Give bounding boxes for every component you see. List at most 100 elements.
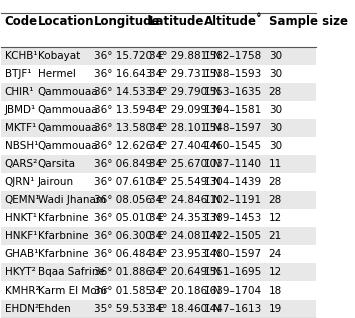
Text: Kfarbnine: Kfarbnine: [38, 249, 88, 259]
Bar: [1, 119, 316, 137]
Text: Longitude: Longitude: [94, 15, 161, 28]
Text: BTJF¹: BTJF¹: [5, 69, 31, 79]
Text: 1389–1453: 1389–1453: [204, 213, 262, 223]
Text: 36° 16.643′ E: 36° 16.643′ E: [94, 69, 164, 79]
Text: 1480–1597: 1480–1597: [204, 249, 262, 259]
Text: 1394–1581: 1394–1581: [204, 105, 262, 115]
Text: Bqaa Safrine: Bqaa Safrine: [38, 267, 104, 277]
Text: 34° 20.186′ N: 34° 20.186′ N: [149, 286, 221, 295]
Text: 1460–1545: 1460–1545: [204, 141, 262, 151]
Text: 34° 25.670′ N: 34° 25.670′ N: [149, 159, 221, 169]
Text: 30: 30: [269, 123, 282, 133]
Text: 1304–1439: 1304–1439: [204, 177, 262, 187]
Text: 34° 29.731′ N: 34° 29.731′ N: [149, 69, 221, 79]
Text: QJRN¹: QJRN¹: [5, 177, 35, 187]
Text: 36° 15.720′ E: 36° 15.720′ E: [94, 51, 164, 61]
Text: 34° 27.404′ N: 34° 27.404′ N: [149, 141, 221, 151]
Text: 1551–1695: 1551–1695: [204, 267, 262, 277]
Text: 34° 23.953′ N: 34° 23.953′ N: [149, 249, 221, 259]
Bar: [1, 191, 316, 209]
Text: Location: Location: [38, 15, 94, 28]
Bar: [1, 300, 316, 318]
Text: 34° 29.881′ N: 34° 29.881′ N: [149, 51, 221, 61]
Text: 34° 18.460′ N: 34° 18.460′ N: [149, 304, 221, 314]
Text: 24: 24: [269, 249, 282, 259]
Text: HKYT²: HKYT²: [5, 267, 35, 277]
Text: 36° 06.849′ E: 36° 06.849′ E: [94, 159, 164, 169]
Bar: [1, 83, 316, 101]
Text: 34° 24.846′ N: 34° 24.846′ N: [149, 195, 221, 205]
Text: Qarsita: Qarsita: [38, 159, 76, 169]
Text: CHIR¹: CHIR¹: [5, 87, 34, 97]
Text: 34° 29.099′ N: 34° 29.099′ N: [149, 105, 221, 115]
Text: MKTF¹: MKTF¹: [5, 123, 36, 133]
Text: QARS²: QARS²: [5, 159, 38, 169]
Text: 1422–1505: 1422–1505: [204, 231, 262, 241]
Text: HNKT¹: HNKT¹: [5, 213, 37, 223]
Text: 11: 11: [269, 159, 282, 169]
Text: JBMD¹: JBMD¹: [5, 105, 36, 115]
Text: 1102–1191: 1102–1191: [204, 195, 262, 205]
Text: KMHR²: KMHR²: [5, 286, 39, 295]
Text: 19: 19: [269, 304, 282, 314]
Text: 1548–1597: 1548–1597: [204, 123, 262, 133]
Text: KCHB¹: KCHB¹: [5, 51, 37, 61]
Text: Qammouaa: Qammouaa: [38, 123, 98, 133]
Text: 1582–1758: 1582–1758: [204, 51, 262, 61]
Text: 34° 24.353′ N: 34° 24.353′ N: [149, 213, 221, 223]
Text: 36° 07.610′ E: 36° 07.610′ E: [94, 177, 164, 187]
Text: 34° 25.549′ N: 34° 25.549′ N: [149, 177, 221, 187]
Text: 1447–1613: 1447–1613: [204, 304, 262, 314]
Text: Sample size: Sample size: [269, 15, 348, 28]
Text: Qammouaa: Qammouaa: [38, 105, 98, 115]
Text: 36° 01.886′ E: 36° 01.886′ E: [94, 267, 164, 277]
Text: EHDN²: EHDN²: [5, 304, 39, 314]
Text: HNKF¹: HNKF¹: [5, 231, 37, 241]
Bar: [1, 46, 316, 65]
Text: 28: 28: [269, 195, 282, 205]
Text: Wadi Jhanam: Wadi Jhanam: [38, 195, 105, 205]
Text: 36° 12.626′ E: 36° 12.626′ E: [94, 141, 164, 151]
Text: 30: 30: [269, 51, 282, 61]
Text: 36° 08.056′ E: 36° 08.056′ E: [94, 195, 164, 205]
Bar: [1, 155, 316, 173]
Text: Jairoun: Jairoun: [38, 177, 74, 187]
Bar: [1, 227, 316, 245]
Text: 30: 30: [269, 141, 282, 151]
Text: 36° 13.594′ E: 36° 13.594′ E: [94, 105, 164, 115]
Text: 30: 30: [269, 105, 282, 115]
Text: GHAB¹: GHAB¹: [5, 249, 39, 259]
Text: 1538–1593: 1538–1593: [204, 69, 262, 79]
Bar: [1, 263, 316, 281]
Text: 36° 05.010′ E: 36° 05.010′ E: [94, 213, 164, 223]
Text: 12: 12: [269, 267, 282, 277]
Text: 1037–1140: 1037–1140: [204, 159, 262, 169]
Text: Kfarbnine: Kfarbnine: [38, 231, 88, 241]
Text: 18: 18: [269, 286, 282, 295]
Text: 36° 13.580′ E: 36° 13.580′ E: [94, 123, 164, 133]
Text: 28: 28: [269, 87, 282, 97]
Text: 34° 29.790′ N: 34° 29.790′ N: [149, 87, 221, 97]
Text: Altitude˚: Altitude˚: [204, 15, 263, 28]
Text: 36° 06.300′ E: 36° 06.300′ E: [94, 231, 164, 241]
Text: NBSH¹: NBSH¹: [5, 141, 38, 151]
Text: Karm El Mohr: Karm El Mohr: [38, 286, 107, 295]
Text: 36° 14.533′ E: 36° 14.533′ E: [94, 87, 164, 97]
Text: Latitude: Latitude: [149, 15, 204, 28]
Text: Kfarbnine: Kfarbnine: [38, 213, 88, 223]
Text: 1639–1704: 1639–1704: [204, 286, 262, 295]
Text: 30: 30: [269, 69, 282, 79]
Text: 34° 28.101′ N: 34° 28.101′ N: [149, 123, 221, 133]
Text: 35° 59.533′ E: 35° 59.533′ E: [94, 304, 164, 314]
Text: 36° 06.484′ E: 36° 06.484′ E: [94, 249, 164, 259]
Text: 34° 20.649′ N: 34° 20.649′ N: [149, 267, 221, 277]
Text: Hermel: Hermel: [38, 69, 75, 79]
Text: 28: 28: [269, 177, 282, 187]
Text: Kobayat: Kobayat: [38, 51, 80, 61]
Text: 21: 21: [269, 231, 282, 241]
Text: QEMN¹: QEMN¹: [5, 195, 40, 205]
Text: 36° 01.585′ E: 36° 01.585′ E: [94, 286, 164, 295]
Text: Qammouaa: Qammouaa: [38, 87, 98, 97]
Text: 12: 12: [269, 213, 282, 223]
Text: Ehden: Ehden: [38, 304, 70, 314]
